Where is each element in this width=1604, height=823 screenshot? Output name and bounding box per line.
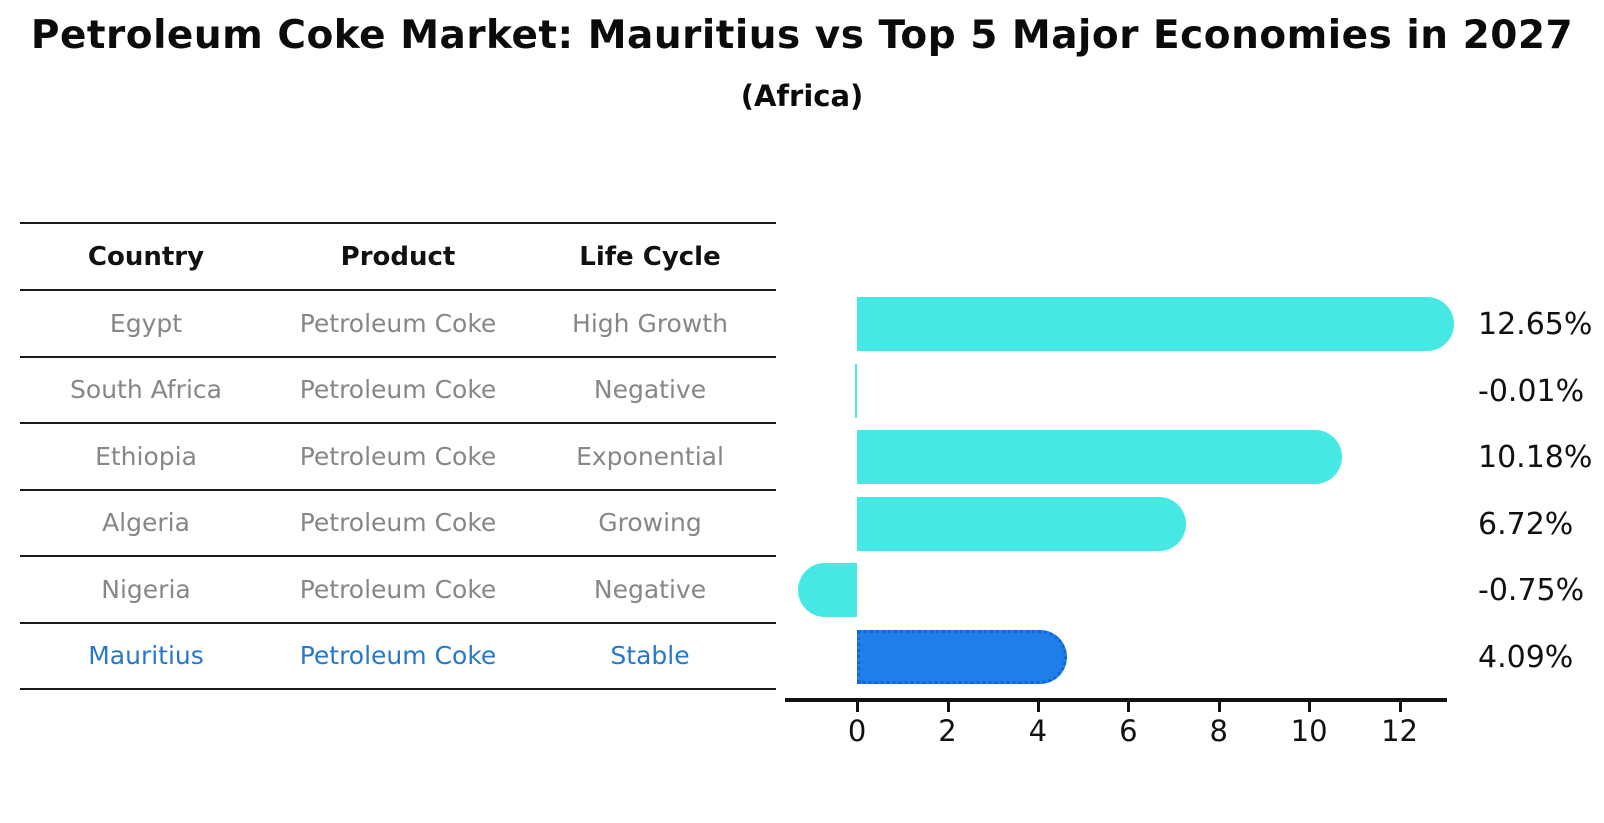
table-row: Ethiopia Petroleum Coke Exponential xyxy=(20,424,776,491)
cell-country: South Africa xyxy=(70,375,222,405)
cell-country: Mauritius xyxy=(88,641,204,671)
cell-life-cycle: Negative xyxy=(593,375,707,405)
x-tick-label: 0 xyxy=(847,714,867,748)
cell-life-cycle: Growing xyxy=(598,508,702,538)
x-tick-mark xyxy=(946,702,950,712)
cell-country: Egypt xyxy=(109,308,183,338)
column-header-country: Country xyxy=(87,241,205,272)
column-header-product: Product xyxy=(340,241,456,272)
cell-product: Petroleum Coke xyxy=(299,574,497,604)
x-tick-label: 6 xyxy=(1119,714,1138,748)
x-axis-line xyxy=(785,698,1447,702)
cell-life-cycle: Stable xyxy=(610,641,690,671)
cell-country: Nigeria xyxy=(101,574,191,604)
bar-south-africa xyxy=(855,363,858,418)
table-row-highlighted: Mauritius Petroleum Coke Stable xyxy=(20,624,776,690)
x-tick-mark xyxy=(1398,702,1402,712)
cell-product: Petroleum Coke xyxy=(299,375,497,405)
x-tick-label: 4 xyxy=(1028,714,1048,748)
table-header-row: Country Product Life Cycle xyxy=(20,224,776,291)
x-tick-mark xyxy=(1217,702,1221,712)
bar-chart: 12.65% -0.01% 10.18% 6.72% -0.75% 4.09% … xyxy=(778,222,1592,752)
cell-life-cycle: High Growth xyxy=(572,308,728,338)
x-tick-mark xyxy=(1308,702,1312,712)
cell-product: Petroleum Coke xyxy=(299,508,497,538)
bar-row: 6.72% xyxy=(778,496,1573,551)
cell-product: Petroleum Coke xyxy=(299,441,497,471)
bar-egypt xyxy=(857,297,1454,351)
x-tick-mark xyxy=(1127,702,1131,712)
bar-algeria xyxy=(857,496,1186,551)
bar-nigeria xyxy=(798,563,858,617)
table-row: Algeria Petroleum Coke Growing xyxy=(20,491,776,557)
x-tick-label: 2 xyxy=(938,714,957,748)
bar-value-label: -0.75% xyxy=(1478,573,1585,608)
bar-row: -0.01% xyxy=(778,363,1584,418)
bar-value-label: 10.18% xyxy=(1478,440,1593,475)
x-tick-label: 10 xyxy=(1290,714,1328,748)
x-tick-mark xyxy=(856,702,860,712)
bar-value-label: 12.65% xyxy=(1478,307,1593,342)
table-row: South Africa Petroleum Coke Negative xyxy=(20,358,776,424)
cell-life-cycle: Exponential xyxy=(576,441,724,471)
bar-value-label: 6.72% xyxy=(1478,506,1574,542)
cell-country: Algeria xyxy=(102,508,190,538)
column-header-life-cycle: Life Cycle xyxy=(579,241,721,272)
x-tick-label: 8 xyxy=(1209,714,1228,748)
page-subtitle: (Africa) xyxy=(740,79,864,113)
x-tick-label: 12 xyxy=(1381,714,1418,748)
country-table: Country Product Life Cycle Egypt Petrole… xyxy=(20,222,776,690)
bar-row: 4.09% xyxy=(778,629,1573,684)
bar-value-label: -0.01% xyxy=(1478,373,1585,409)
table-row: Nigeria Petroleum Coke Negative xyxy=(20,557,776,624)
table-row: Egypt Petroleum Coke High Growth xyxy=(20,291,776,358)
cell-life-cycle: Negative xyxy=(593,574,707,604)
x-tick-mark xyxy=(1036,702,1040,712)
bar-row: 10.18% xyxy=(778,430,1592,484)
bar-row: 12.65% xyxy=(778,297,1592,351)
bar-value-label: 4.09% xyxy=(1478,639,1574,675)
bar-mauritius-highlighted xyxy=(857,629,1067,684)
bar-row: -0.75% xyxy=(778,563,1584,617)
cell-country: Ethiopia xyxy=(95,441,197,471)
cell-product: Petroleum Coke xyxy=(299,641,497,671)
page-title: Petroleum Coke Market: Mauritius vs Top … xyxy=(30,13,1574,58)
bar-ethiopia xyxy=(857,430,1343,484)
cell-product: Petroleum Coke xyxy=(299,308,497,338)
